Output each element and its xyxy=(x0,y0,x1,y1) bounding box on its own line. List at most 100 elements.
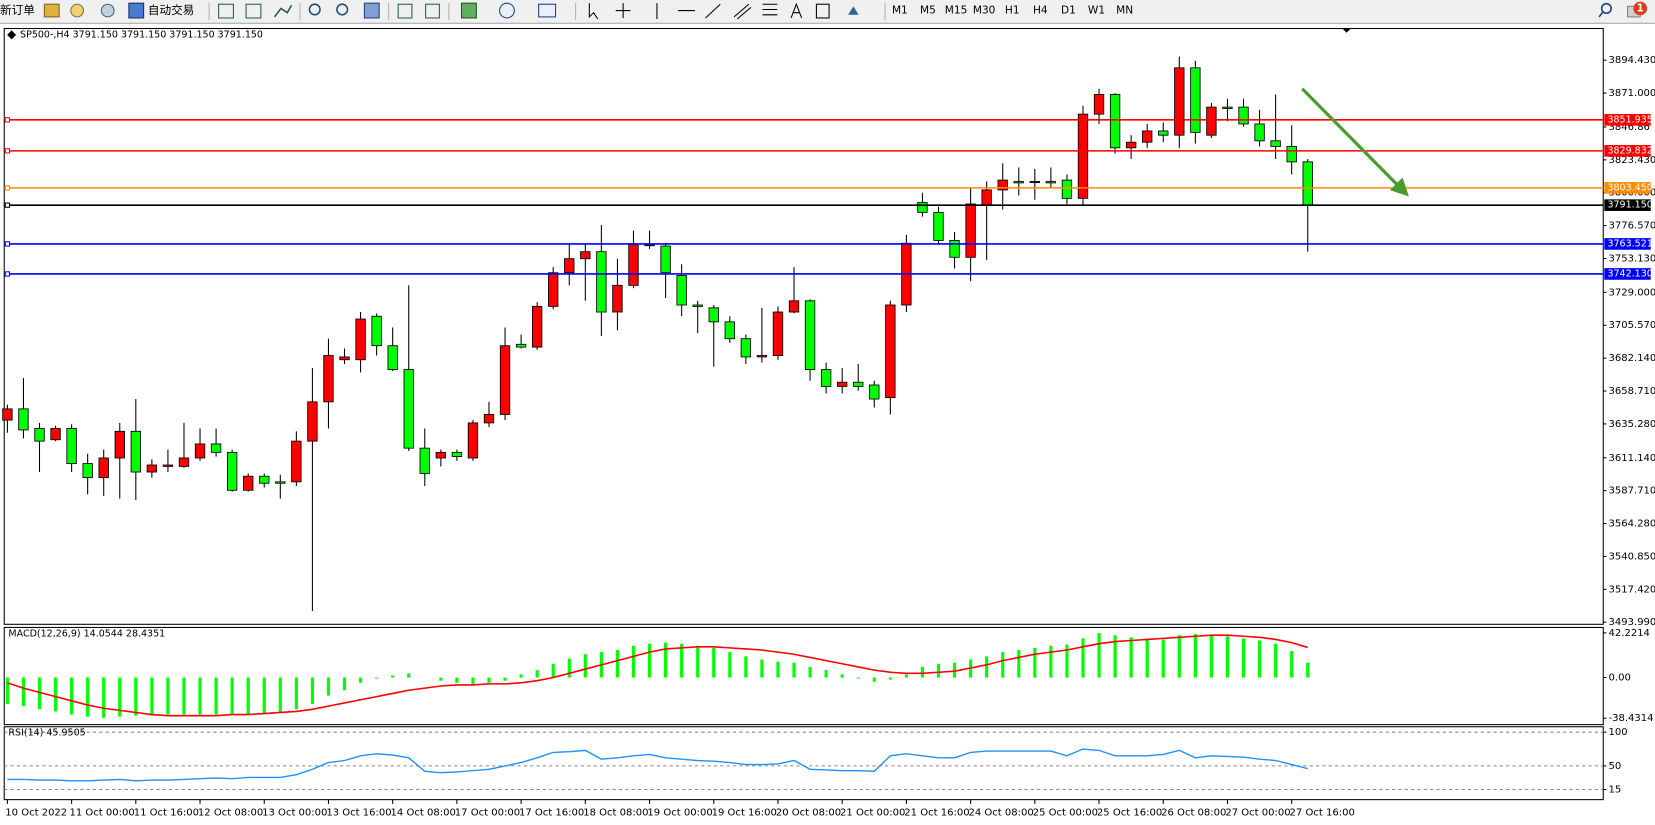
icon[interactable] xyxy=(461,2,477,19)
candle-body xyxy=(1174,67,1185,136)
macd-bar xyxy=(952,662,957,678)
timeframe-button[interactable]: M5 xyxy=(920,5,936,17)
icon[interactable] xyxy=(425,3,440,19)
zoom-in[interactable] xyxy=(308,3,321,16)
y-tick-label: -38.4314 xyxy=(1609,713,1654,724)
macd-bar xyxy=(920,666,925,678)
timeframe-button[interactable]: M30 xyxy=(973,5,996,17)
candle-body xyxy=(531,305,543,348)
timeframe-button[interactable]: H4 xyxy=(1033,5,1048,17)
icon[interactable] xyxy=(273,4,293,18)
macd-bar xyxy=(615,650,620,678)
cursor-tool[interactable] xyxy=(588,3,599,20)
y-tick-label: 3517.420 xyxy=(1609,584,1655,595)
auto-trading-icon[interactable] xyxy=(128,2,145,19)
candle-body xyxy=(1270,140,1281,147)
x-tick-label: 11 Oct 00:00 xyxy=(69,807,134,818)
macd-bar xyxy=(182,677,186,715)
x-tick-label: 19 Oct 00:00 xyxy=(647,807,712,818)
icon[interactable] xyxy=(538,3,557,18)
icon[interactable] xyxy=(218,3,234,19)
candle-body xyxy=(355,318,366,361)
macd-bar xyxy=(856,677,860,679)
y-tick-label: 3635.280 xyxy=(1609,419,1655,430)
channel-tool[interactable] xyxy=(733,3,752,20)
icon[interactable] xyxy=(70,3,84,18)
candle-body xyxy=(869,384,880,400)
x-tick-label: 14 Oct 08:00 xyxy=(391,807,456,818)
notification-badge[interactable] xyxy=(1633,1,1648,16)
level-label: 3803.450 xyxy=(1607,182,1652,193)
macd-bar xyxy=(1145,638,1149,678)
timeframe-button[interactable]: M15 xyxy=(945,5,968,17)
macd-bar xyxy=(342,677,347,691)
macd-bar xyxy=(567,658,571,678)
search-button[interactable] xyxy=(1600,2,1612,14)
icon[interactable] xyxy=(499,2,515,19)
candle-body xyxy=(644,244,655,247)
macd-bar xyxy=(1193,634,1197,678)
icon[interactable] xyxy=(245,3,262,19)
new-order-button[interactable]: 新订单 xyxy=(0,3,35,17)
candle-body xyxy=(949,240,960,258)
candle-body xyxy=(708,307,719,323)
macd-bar xyxy=(551,663,555,678)
y-tick-label: 3493.990 xyxy=(1609,617,1655,628)
x-tick-label: 17 Oct 16:00 xyxy=(519,807,584,818)
y-tick-label: 3658.710 xyxy=(1609,386,1655,397)
macd-bar xyxy=(680,643,684,678)
candle-body xyxy=(1238,106,1249,125)
level-anchor xyxy=(4,241,11,247)
timeframe-button[interactable]: M1 xyxy=(892,5,908,17)
shapes-tool[interactable] xyxy=(848,6,859,15)
y-tick-label: 3753.130 xyxy=(1609,254,1655,265)
candle-body xyxy=(226,451,238,491)
candle-body xyxy=(1190,67,1201,133)
timeframe-button[interactable]: W1 xyxy=(1088,5,1105,17)
macd-bar xyxy=(888,677,892,680)
trend-arrow-head xyxy=(1389,177,1409,197)
candle-body xyxy=(162,464,174,467)
candle-body xyxy=(515,343,527,348)
auto-trading-button[interactable]: 自动交易 xyxy=(148,3,194,17)
icon[interactable] xyxy=(43,3,60,18)
crosshair-tool[interactable] xyxy=(615,3,631,18)
x-tick-label: 25 Oct 00:00 xyxy=(1033,807,1098,818)
macd-bar xyxy=(102,677,106,718)
macd-bar xyxy=(664,642,668,678)
icon[interactable] xyxy=(397,3,413,19)
macd-bar xyxy=(439,677,443,681)
signal-line xyxy=(7,634,1308,717)
text-tool[interactable] xyxy=(790,2,803,19)
level-label: 3791.150 xyxy=(1607,200,1652,211)
macd-bar xyxy=(503,677,507,681)
x-tick-label: 20 Oct 08:00 xyxy=(776,807,841,818)
macd-bar xyxy=(936,663,941,678)
zoom-out[interactable] xyxy=(336,3,349,16)
timeframe-button[interactable]: MN xyxy=(1116,5,1133,17)
candle-body xyxy=(1302,161,1313,206)
x-tick-label: 27 Oct 00:00 xyxy=(1225,807,1290,818)
icon[interactable] xyxy=(100,3,115,18)
label-tool[interactable] xyxy=(815,3,830,19)
level-label-bg xyxy=(1604,182,1651,194)
candle-body xyxy=(419,447,430,474)
trendline-tool[interactable] xyxy=(705,3,721,19)
fibo-tool[interactable] xyxy=(762,3,778,16)
search-handle xyxy=(1598,11,1604,18)
y-tick-label: 3540.850 xyxy=(1609,551,1655,562)
timeframe-button[interactable]: D1 xyxy=(1061,5,1076,17)
candle-body xyxy=(82,463,93,479)
candle-body xyxy=(1093,94,1105,115)
macd-bar xyxy=(728,652,732,678)
icon[interactable] xyxy=(363,2,380,19)
timeframe-button[interactable]: H1 xyxy=(1005,5,1020,17)
level-anchor xyxy=(4,185,11,191)
macd-bar xyxy=(455,677,459,683)
candle-body xyxy=(933,211,944,241)
level-label-bg xyxy=(1604,114,1651,126)
toolbar: 新订单 自动交易 M1 M5 M15 M30 H1 H4 D1 W1 MN xyxy=(0,0,1655,24)
macd-bar xyxy=(214,677,218,715)
macd-bar xyxy=(1081,638,1085,678)
candle-body xyxy=(1206,106,1217,136)
